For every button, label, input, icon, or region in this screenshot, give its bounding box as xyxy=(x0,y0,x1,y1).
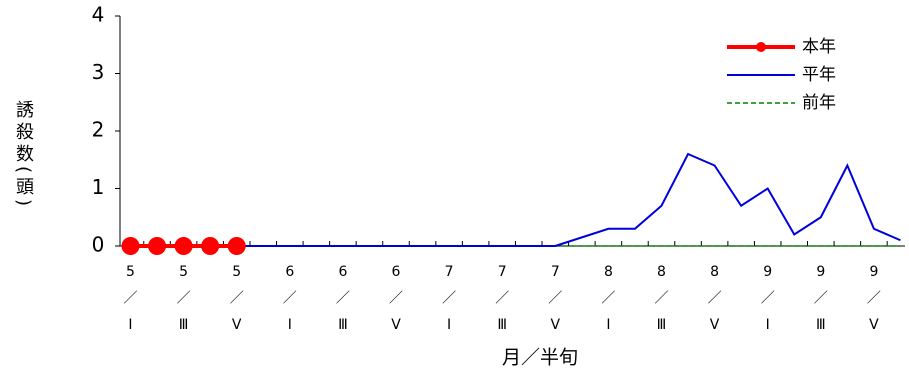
legend-label: 平年 xyxy=(802,65,836,85)
x-tick-label: 5 ／ Ⅲ xyxy=(177,264,191,333)
x-tick-label: 8 ／ Ⅴ xyxy=(708,264,722,333)
legend-label: 前年 xyxy=(802,93,836,113)
y-tick-label: 1 xyxy=(92,175,105,199)
x-tick-label: 6 ／ Ⅲ xyxy=(336,264,350,333)
x-tick-label: 7 ／ Ⅰ xyxy=(442,264,456,333)
y-tick-label: 0 xyxy=(92,233,105,257)
point xyxy=(201,237,220,255)
x-tick-label: 9 ／ Ⅴ xyxy=(867,264,881,333)
y-tick-label: 2 xyxy=(92,118,105,142)
x-tick-label: 9 ／ Ⅰ xyxy=(761,264,775,333)
x-tick-label: 5 ／ Ⅴ xyxy=(230,264,244,333)
x-axis-title: 月／半旬 xyxy=(502,347,578,369)
point xyxy=(121,237,140,255)
point xyxy=(174,237,193,255)
x-tick-label: 6 ／ Ⅴ xyxy=(389,264,403,333)
x-tick-label: 7 ／ Ⅴ xyxy=(548,264,562,333)
legend-marker xyxy=(756,42,766,52)
x-tick-label: 8 ／ Ⅰ xyxy=(601,264,615,333)
x-tick-label: 5 ／ Ⅰ xyxy=(124,264,138,333)
point xyxy=(148,237,167,255)
legend-label: 本年 xyxy=(802,37,836,57)
x-tick-label: 9 ／ Ⅲ xyxy=(814,264,828,333)
x-tick-label: 7 ／ Ⅲ xyxy=(495,264,509,333)
series-line xyxy=(130,152,901,247)
y-tick-label: 4 xyxy=(92,3,105,27)
x-tick-label: 8 ／ Ⅲ xyxy=(655,264,669,333)
y-tick-label: 3 xyxy=(92,60,105,84)
y-axis-title: 誘殺数(頭) xyxy=(13,100,34,211)
x-tick-label: 6 ／ Ⅰ xyxy=(283,264,297,333)
point xyxy=(227,237,246,255)
